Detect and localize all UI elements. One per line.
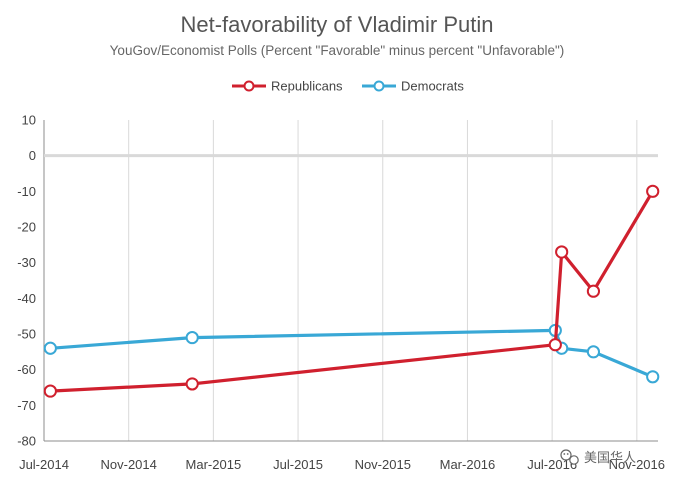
wechat-icon — [560, 449, 579, 465]
x-tick-label: Nov-2015 — [355, 457, 411, 472]
x-tick-label: Mar-2016 — [440, 457, 496, 472]
legend: Republicans Democrats — [232, 79, 464, 94]
x-tick-label: Nov-2014 — [101, 457, 157, 472]
y-tick-label: -10 — [17, 184, 36, 199]
y-tick-label: 10 — [22, 113, 36, 128]
data-point-democrats — [185, 330, 199, 345]
x-tick-label: Jul-2014 — [19, 457, 69, 472]
legend-swatch-marker — [373, 80, 385, 92]
y-tick-label: -70 — [17, 398, 36, 413]
data-point-republicans — [646, 184, 660, 198]
x-tick-label: Nov-2016 — [609, 457, 665, 472]
series-line-republicans — [48, 189, 655, 393]
data-point-democrats — [646, 370, 660, 384]
legend-item-republicans: Republicans — [232, 79, 343, 94]
legend-swatch-marker — [243, 80, 255, 92]
data-point-republicans — [185, 377, 199, 391]
data-point-republicans — [43, 384, 57, 398]
y-tick-label: -20 — [17, 220, 36, 235]
y-tick-label: -60 — [17, 362, 36, 377]
legend-label: Republicans — [271, 79, 343, 94]
y-tick-label: -40 — [17, 291, 36, 306]
x-tick-label: Mar-2015 — [186, 457, 242, 472]
grid — [128, 120, 638, 441]
watermark-text: 美国华人 — [584, 451, 636, 466]
y-tick-label: -80 — [17, 434, 36, 449]
x-tick-label: Jul-2016 — [527, 457, 577, 472]
y-tick-label: -30 — [17, 255, 36, 270]
data-point-republicans — [548, 338, 562, 352]
series-lines — [43, 184, 660, 398]
chart-subtitle: YouGov/Economist Polls (Percent "Favorab… — [110, 43, 565, 58]
data-point-democrats — [43, 341, 57, 355]
legend-item-democrats: Democrats — [362, 79, 464, 94]
data-point-democrats — [586, 345, 601, 359]
y-tick-label: -50 — [17, 327, 36, 342]
legend-label: Democrats — [401, 79, 464, 94]
chart-title: Net-favorability of Vladimir Putin — [180, 12, 493, 37]
data-point-republicans — [555, 245, 569, 259]
x-tick-label: Jul-2015 — [273, 457, 323, 472]
y-tick-label: 0 — [29, 148, 36, 163]
data-point-republicans — [586, 284, 601, 298]
axes: Jul-2014 Nov-2014 Mar-2015 Jul-2015 Nov-2015… — [17, 113, 665, 473]
watermark: 美国华人 — [560, 449, 636, 466]
